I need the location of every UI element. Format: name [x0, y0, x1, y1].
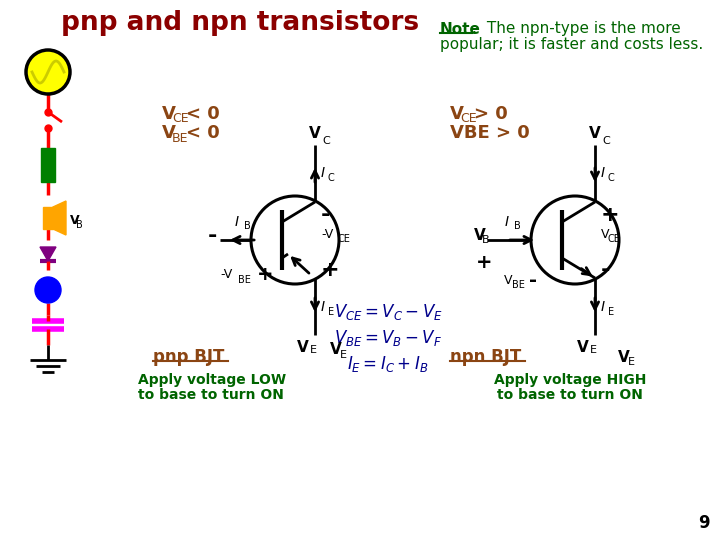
- Text: V: V: [330, 342, 342, 357]
- Text: I: I: [321, 166, 325, 180]
- Text: V: V: [618, 349, 630, 364]
- Text: pnp BJT: pnp BJT: [153, 348, 225, 366]
- Text: BE: BE: [172, 132, 189, 145]
- Text: -V: -V: [220, 268, 233, 281]
- Text: C: C: [328, 173, 335, 183]
- Text: -: -: [529, 271, 537, 289]
- Text: < 0: < 0: [186, 124, 220, 142]
- Text: $I_E = I_C + I_B$: $I_E = I_C + I_B$: [347, 354, 428, 374]
- Text: -: -: [321, 205, 330, 225]
- Text: pnp and npn transistors: pnp and npn transistors: [61, 10, 419, 36]
- Text: V: V: [309, 126, 321, 141]
- Text: -: -: [601, 260, 611, 280]
- Text: V: V: [297, 340, 309, 355]
- Text: V: V: [601, 227, 610, 240]
- Text: -V: -V: [321, 227, 333, 240]
- Text: CE: CE: [460, 112, 477, 125]
- Text: I: I: [601, 300, 605, 314]
- Text: B: B: [514, 221, 521, 231]
- Circle shape: [26, 50, 70, 94]
- Text: npn BJT: npn BJT: [450, 348, 521, 366]
- Text: CE: CE: [608, 234, 621, 244]
- Text: +: +: [321, 260, 340, 280]
- Text: E: E: [310, 345, 317, 355]
- Bar: [43, 207, 53, 229]
- Text: Apply voltage LOW: Apply voltage LOW: [138, 373, 286, 387]
- Text: V: V: [589, 126, 601, 141]
- Text: C: C: [322, 136, 330, 146]
- Circle shape: [35, 277, 61, 303]
- Text: $V_{CE} = V_C - V_E$: $V_{CE} = V_C - V_E$: [333, 302, 442, 322]
- Text: +: +: [601, 205, 620, 225]
- Text: I: I: [321, 300, 325, 314]
- Text: V: V: [162, 124, 176, 142]
- Text: E: E: [628, 357, 635, 367]
- Text: :  The npn-type is the more: : The npn-type is the more: [472, 22, 680, 37]
- Bar: [41, 148, 55, 182]
- Text: E: E: [340, 350, 347, 360]
- Text: to base to turn ON: to base to turn ON: [497, 388, 643, 402]
- Text: V: V: [162, 105, 176, 123]
- Text: B: B: [244, 221, 251, 231]
- Text: I: I: [235, 215, 239, 229]
- Polygon shape: [53, 201, 66, 235]
- Circle shape: [531, 196, 619, 284]
- Text: +: +: [257, 266, 274, 285]
- Text: CE: CE: [172, 112, 189, 125]
- Text: BE: BE: [238, 275, 251, 285]
- Text: popular; it is faster and costs less.: popular; it is faster and costs less.: [440, 37, 703, 51]
- Text: 9: 9: [698, 514, 710, 532]
- Text: V: V: [474, 227, 486, 242]
- Text: V: V: [70, 214, 80, 227]
- Text: I: I: [505, 215, 509, 229]
- Text: $V_{BE} = V_B - V_F$: $V_{BE} = V_B - V_F$: [334, 328, 442, 348]
- Text: B: B: [76, 220, 83, 230]
- Text: V: V: [504, 273, 513, 287]
- Text: -: -: [207, 226, 217, 246]
- Text: I: I: [601, 166, 605, 180]
- Text: E: E: [608, 307, 614, 317]
- Text: Note: Note: [440, 22, 481, 37]
- Text: C: C: [602, 136, 610, 146]
- Text: B: B: [482, 235, 490, 245]
- Text: BE: BE: [512, 280, 525, 290]
- Text: Apply voltage HIGH: Apply voltage HIGH: [494, 373, 646, 387]
- Text: +: +: [476, 253, 492, 272]
- Text: E: E: [590, 345, 597, 355]
- Text: < 0: < 0: [186, 105, 220, 123]
- Text: V: V: [450, 105, 464, 123]
- Text: VBE > 0: VBE > 0: [450, 124, 530, 142]
- Polygon shape: [40, 247, 56, 261]
- Text: E: E: [328, 307, 334, 317]
- Text: > 0: > 0: [474, 105, 508, 123]
- Text: CE: CE: [337, 234, 350, 244]
- Text: V: V: [577, 340, 589, 355]
- Circle shape: [251, 196, 339, 284]
- Text: to base to turn ON: to base to turn ON: [138, 388, 284, 402]
- Text: C: C: [608, 173, 615, 183]
